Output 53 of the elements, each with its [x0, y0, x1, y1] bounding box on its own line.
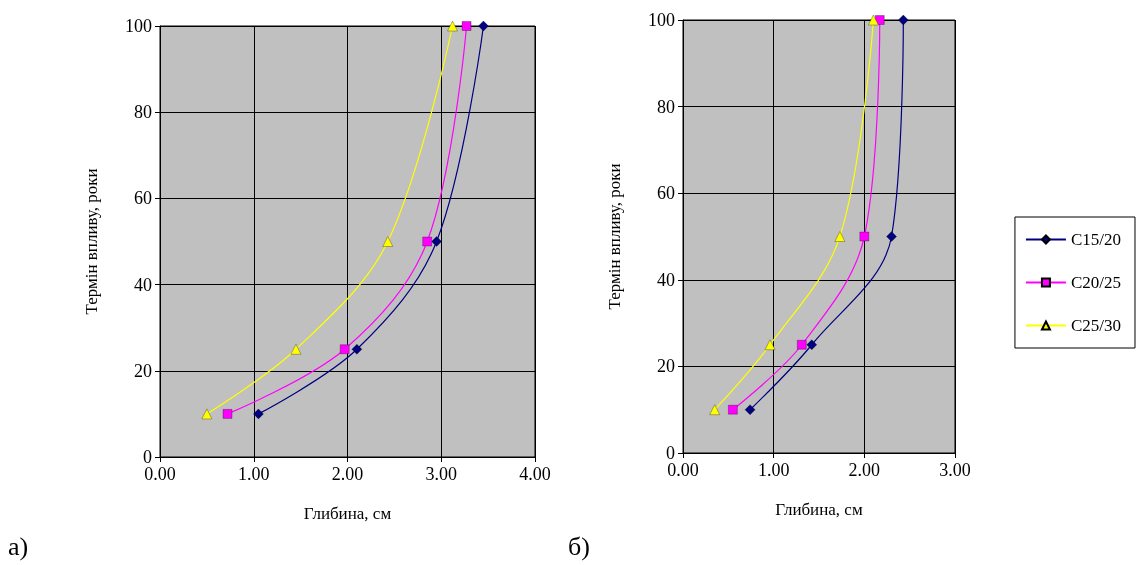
y-tick-label: 60: [657, 183, 675, 204]
y-tick-label: 40: [134, 274, 152, 295]
x-tick-label: 4.00: [519, 464, 551, 484]
y-tick-label: 20: [134, 360, 152, 381]
x-tick-label: 2.00: [848, 460, 881, 480]
point: [764, 339, 776, 350]
point: [447, 20, 458, 32]
point: [222, 409, 233, 419]
point: [478, 20, 489, 32]
point: [744, 404, 756, 415]
point: [422, 236, 432, 247]
x-tick-label: 1.00: [238, 464, 270, 484]
x-tick-label: 0.00: [144, 464, 176, 484]
y-tick-label: 60: [134, 188, 152, 209]
point: [868, 14, 879, 26]
y-tick-label: 100: [125, 16, 152, 36]
point: [340, 344, 350, 354]
x-tick-label: 0.00: [667, 460, 699, 480]
legend-label: C25/30: [1070, 316, 1121, 335]
y-tick-label: 20: [657, 356, 675, 377]
point: [253, 408, 264, 420]
point: [886, 231, 897, 242]
point: [431, 236, 442, 247]
x-tick-label: 3.00: [939, 460, 971, 480]
text: б): [568, 531, 590, 561]
point: [728, 405, 738, 415]
point: [898, 14, 909, 26]
y-tick-label: 0: [666, 443, 675, 463]
x-tick-label: 3.00: [425, 464, 457, 484]
y-tick-label: 100: [648, 10, 675, 30]
legend-label: C20/25: [1070, 273, 1121, 292]
legend-label: C15/20: [1070, 230, 1121, 249]
x-tick-label: 1.00: [757, 460, 790, 480]
y-tick-label: 80: [657, 96, 675, 117]
point: [290, 344, 302, 355]
y-axis-title: Термін впливу, роки: [605, 163, 624, 310]
y-tick-label: 0: [143, 447, 152, 467]
point: [382, 236, 393, 247]
point: [859, 231, 869, 242]
point: [797, 340, 807, 350]
point: [351, 344, 363, 355]
point: [806, 339, 817, 350]
y-tick-label: 80: [134, 102, 152, 123]
y-axis-title: Термін впливу, роки: [82, 168, 101, 315]
x-axis-title: Глибина, см: [303, 504, 392, 523]
y-tick-label: 40: [657, 269, 675, 290]
point: [834, 231, 845, 242]
point: [709, 404, 720, 415]
x-tick-label: 2.00: [331, 464, 364, 484]
text: а): [8, 531, 29, 561]
point: [461, 21, 472, 31]
point: [201, 408, 213, 420]
x-axis-title: Глибина, см: [775, 500, 863, 519]
